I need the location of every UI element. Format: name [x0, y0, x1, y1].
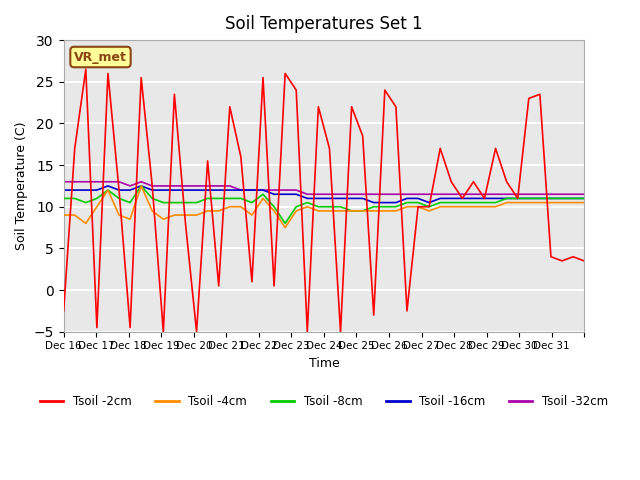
- Text: VR_met: VR_met: [74, 50, 127, 63]
- Title: Soil Temperatures Set 1: Soil Temperatures Set 1: [225, 15, 423, 33]
- Y-axis label: Soil Temperature (C): Soil Temperature (C): [15, 121, 28, 250]
- Legend: Tsoil -2cm, Tsoil -4cm, Tsoil -8cm, Tsoil -16cm, Tsoil -32cm: Tsoil -2cm, Tsoil -4cm, Tsoil -8cm, Tsoi…: [35, 390, 612, 413]
- X-axis label: Time: Time: [308, 357, 339, 370]
